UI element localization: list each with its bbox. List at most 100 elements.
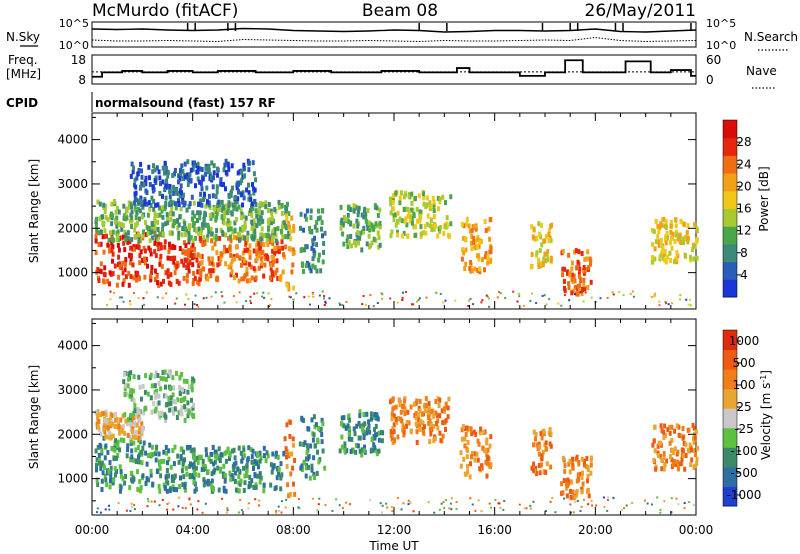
- range-cell: [221, 295, 224, 298]
- nsearch-series: [91, 36, 697, 43]
- velocity-y-label: Slant Range [km]: [27, 365, 41, 469]
- range-cell: [167, 401, 171, 407]
- range-cell: [219, 177, 223, 183]
- range-cell: [398, 402, 402, 408]
- range-cell: [414, 224, 418, 230]
- range-cell: [235, 206, 239, 212]
- range-cell: [340, 415, 344, 421]
- range-cell: [187, 268, 191, 274]
- range-cell: [303, 440, 307, 446]
- range-cell: [586, 473, 590, 479]
- range-cell: [259, 215, 263, 221]
- range-cell: [182, 474, 186, 480]
- range-cell: [311, 437, 315, 443]
- range-cell: [166, 220, 170, 226]
- range-cell: [539, 234, 543, 240]
- range-cell: [171, 474, 174, 480]
- range-cell: [220, 291, 223, 293]
- range-cell: [204, 447, 208, 453]
- range-cell: [235, 185, 239, 191]
- range-cell: [204, 163, 208, 169]
- range-cell: [675, 497, 678, 500]
- range-cell: [147, 453, 150, 458]
- range-cell: [102, 426, 106, 432]
- range-cell: [532, 500, 535, 503]
- range-cell: [119, 437, 123, 443]
- range-cell: [209, 175, 213, 181]
- date-title: 26/May/2011: [585, 1, 697, 21]
- range-cell: [425, 195, 429, 201]
- range-cell: [157, 381, 161, 386]
- range-cell: [429, 204, 433, 210]
- range-cell: [309, 208, 313, 214]
- range-cell: [322, 249, 325, 255]
- range-cell: [197, 201, 201, 207]
- range-cell: [155, 273, 159, 279]
- range-cell: [169, 395, 173, 401]
- range-cell: [219, 468, 222, 474]
- range-cell: [489, 257, 493, 263]
- range-cell: [358, 423, 362, 429]
- range-cell: [582, 282, 586, 288]
- range-cell: [445, 215, 449, 221]
- range-cell: [354, 242, 358, 248]
- range-cell: [689, 447, 693, 453]
- range-cell: [562, 278, 566, 284]
- range-cell: [247, 507, 250, 510]
- range-cell: [97, 278, 101, 283]
- range-cell: [214, 291, 217, 294]
- range-cell: [429, 431, 433, 437]
- range-cell: [394, 222, 398, 228]
- range-cell: [499, 292, 502, 295]
- range-cell: [312, 455, 316, 461]
- range-cell: [165, 270, 169, 276]
- colorbar-segment: [723, 173, 737, 192]
- range-cell: [584, 463, 588, 469]
- range-cell: [136, 413, 140, 419]
- range-cell: [487, 226, 491, 232]
- range-cell: [570, 276, 574, 282]
- power-colorbar-label: Power [dB]: [757, 166, 771, 231]
- range-cell: [225, 248, 229, 254]
- range-cell: [390, 411, 394, 417]
- range-cell: [165, 468, 169, 473]
- range-cell: [489, 434, 493, 440]
- range-cell: [240, 262, 243, 268]
- range-cell: [233, 275, 236, 280]
- range-cell: [573, 249, 577, 255]
- range-cell: [147, 245, 151, 251]
- range-cell: [339, 220, 343, 226]
- range-cell: [324, 301, 327, 304]
- range-cell: [130, 506, 133, 508]
- range-cell: [181, 506, 184, 509]
- range-cell: [652, 458, 656, 463]
- range-cell: [579, 277, 582, 283]
- range-cell: [260, 236, 264, 242]
- range-cell: [138, 276, 141, 282]
- range-cell: [187, 230, 191, 236]
- range-cell: [122, 278, 126, 284]
- range-cell: [126, 230, 130, 236]
- range-cell: [308, 475, 312, 481]
- range-cell: [178, 246, 182, 251]
- x-tick-label: 12:00: [377, 523, 412, 537]
- range-cell: [587, 265, 591, 270]
- range-cell: [358, 235, 362, 241]
- range-cell: [370, 447, 374, 453]
- range-cell: [695, 456, 699, 462]
- range-cell: [469, 461, 472, 467]
- range-cell: [171, 448, 175, 453]
- range-cell: [106, 242, 110, 248]
- range-cell: [173, 262, 177, 268]
- range-cell: [590, 499, 593, 502]
- range-cell: [346, 212, 350, 218]
- range-cell: [115, 205, 119, 211]
- range-cell: [152, 206, 156, 212]
- range-cell: [195, 169, 199, 175]
- range-cell: [252, 484, 256, 490]
- range-cell: [469, 260, 473, 265]
- range-cell: [171, 478, 175, 484]
- range-cell: [652, 438, 656, 444]
- range-cell: [136, 271, 140, 276]
- range-cell: [109, 435, 113, 441]
